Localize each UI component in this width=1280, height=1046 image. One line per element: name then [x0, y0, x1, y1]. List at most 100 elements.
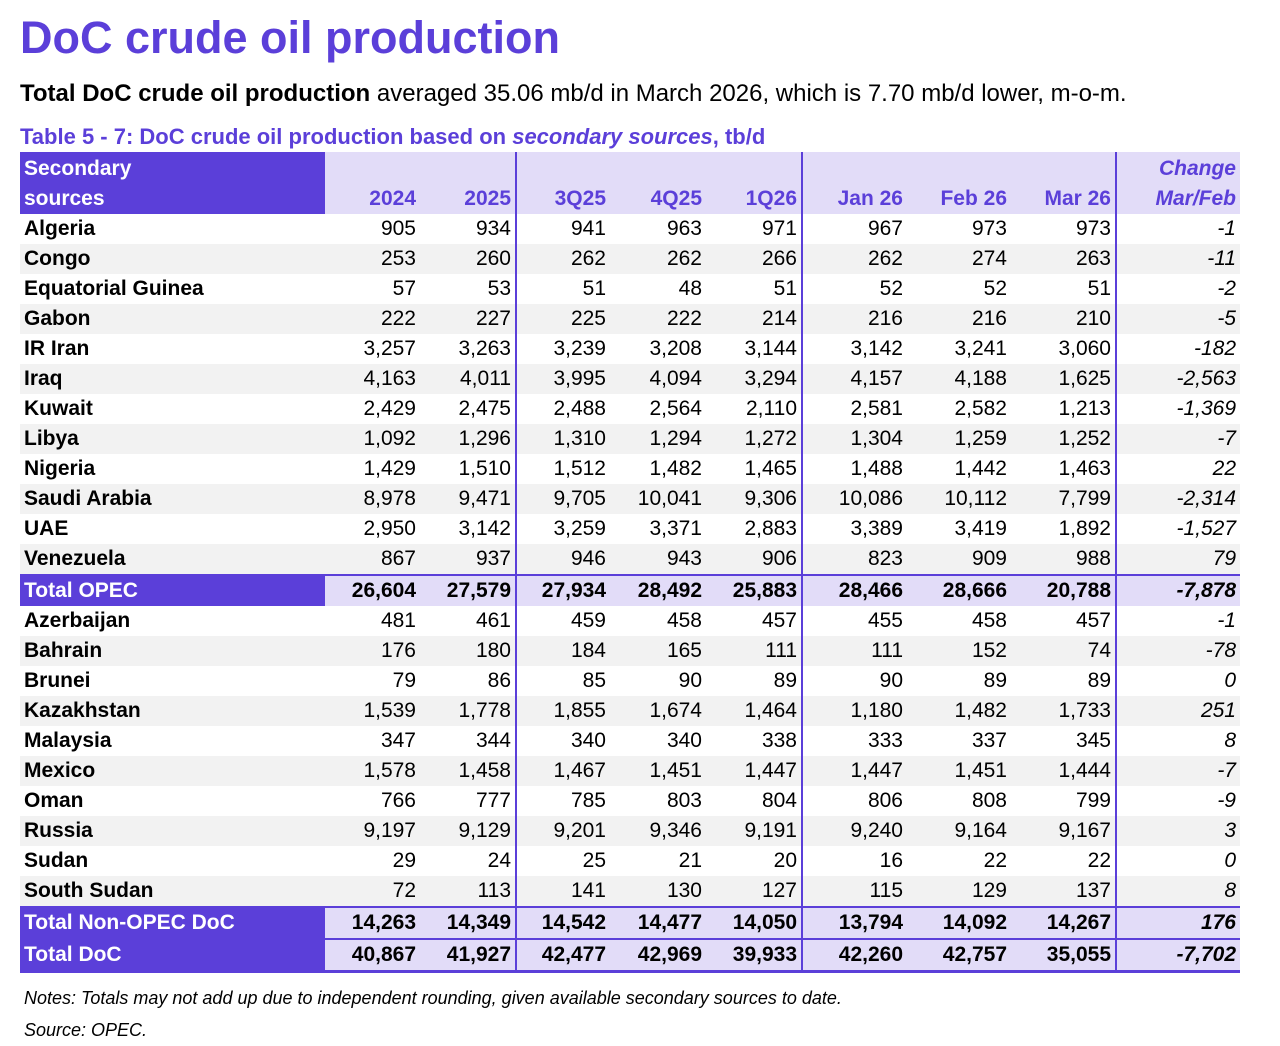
cell: 130 [610, 876, 706, 907]
cell: 90 [879, 669, 903, 692]
cell: 21 [678, 849, 702, 872]
cell: 42,477 [516, 938, 610, 973]
cell: 943 [610, 544, 706, 575]
cell: 867 [325, 544, 420, 575]
summary-text: averaged 35.06 mb/d in March 2026, which… [376, 80, 1127, 107]
cell: 1,467 [516, 756, 610, 786]
cell: 35,055 [1011, 938, 1117, 973]
cell: 2,110 [706, 394, 803, 424]
row-label: Congo [20, 244, 325, 274]
row-label: Malaysia [24, 729, 112, 752]
table-row: Equatorial Guinea 57 53 51 48 51 52 52 51 -2 [20, 274, 1240, 304]
cell: 115 [802, 876, 907, 907]
cell: 1,778 [420, 696, 517, 726]
cell: 222 [610, 304, 706, 334]
cell: 152 [907, 636, 1011, 666]
table-row: Bahrain 176 180 184 165 111 111 152 74 -78 [20, 636, 1240, 666]
table-row: Total Non-OPEC DoC 14,263 14,349 14,542 14,4… [20, 906, 1240, 939]
cell: 4,188 [907, 364, 1011, 394]
cell: 2,582 [954, 397, 1007, 420]
cell: 14,267 [1011, 906, 1117, 939]
table-row: Saudi Arabia 8,978 9,471 9,705 10,041 9,306 10… [20, 484, 1240, 514]
cell: 22 [983, 849, 1007, 872]
table-row: Total DoC 40,867 41,927 42,477 42,969 39,933 4… [20, 938, 1240, 973]
cell: 13,794 [802, 906, 907, 939]
cell: 909 [907, 544, 1011, 575]
cell: 14,477 [610, 906, 706, 939]
source: Source: OPEC. [24, 1020, 148, 1040]
cell: 1,429 [363, 457, 416, 480]
cell: 1,092 [325, 424, 420, 454]
table-row: Nigeria 1,429 1,510 1,512 1,482 1,465 1,488 1,4… [20, 454, 1240, 484]
row-label: South Sudan [20, 876, 325, 907]
header-label-line: Secondary [24, 157, 132, 180]
cell: 1,458 [420, 756, 517, 786]
cell: 1,510 [420, 454, 517, 484]
cell: 2,488 [553, 397, 606, 420]
cell: 934 [420, 214, 517, 244]
table-row: Iraq 4,163 4,011 3,995 4,094 3,294 4,157 4,188 1… [20, 364, 1240, 394]
cell: 9,191 [706, 816, 803, 846]
cell: 22 [1212, 457, 1236, 480]
cell: 3,144 [706, 334, 803, 364]
cell: 2,883 [706, 514, 803, 544]
cell: 85 [582, 669, 606, 692]
cell: 3,060 [1011, 334, 1117, 364]
cell: 0 [1224, 849, 1236, 872]
cell: 129 [907, 876, 1011, 907]
cell: 963 [666, 217, 702, 240]
cell: 222 [325, 304, 420, 334]
cell: -11 [1116, 244, 1240, 274]
cell: 9,197 [325, 816, 420, 846]
cell: 180 [420, 636, 517, 666]
cell: 1,451 [610, 756, 706, 786]
cell: 988 [1011, 544, 1117, 575]
cell: -2 [1217, 277, 1236, 300]
cell: 22 [1011, 846, 1117, 876]
cell: 266 [706, 244, 803, 274]
cell: 808 [971, 789, 1007, 812]
cell: 53 [420, 274, 517, 304]
table-row: Kuwait 2,429 2,475 2,488 2,564 2,110 2,581 2,58… [20, 394, 1240, 424]
cell: 27,934 [516, 574, 610, 606]
cell: 1,482 [649, 457, 702, 480]
cell: 79 [1116, 544, 1240, 575]
cell: 137 [1011, 876, 1117, 907]
table-row: Mexico 1,578 1,458 1,467 1,451 1,447 1,447 1,45… [20, 756, 1240, 786]
cell: 777 [420, 786, 517, 816]
cell: 26,604 [325, 574, 420, 606]
row-label: Equatorial Guinea [24, 277, 204, 300]
cell: 14,542 [516, 906, 610, 939]
cell: 1,294 [610, 424, 706, 454]
cell: 16 [879, 849, 903, 872]
cell: 253 [325, 244, 420, 274]
cell: 40,867 [325, 938, 420, 973]
cell: -9 [1217, 789, 1236, 812]
cell: 14,050 [706, 906, 803, 939]
cell: 20,788 [1011, 574, 1117, 606]
cell: 210 [1011, 304, 1117, 334]
cell: 51 [1011, 274, 1117, 304]
cell: 10,112 [907, 484, 1011, 514]
cell: 967 [867, 217, 903, 240]
cell: -182 [1193, 337, 1236, 360]
cell: 9,346 [610, 816, 706, 846]
cell: 274 [907, 244, 1011, 274]
cell: 262 [516, 244, 610, 274]
change-header: Change Mar/Feb [1116, 152, 1240, 214]
cell: 458 [666, 609, 702, 632]
row-label: Total OPEC [20, 574, 325, 606]
cell: 1,578 [325, 756, 420, 786]
cell: 20 [706, 846, 803, 876]
cell: 74 [1011, 636, 1117, 666]
cell: 127 [706, 876, 803, 907]
cell: 89 [983, 669, 1007, 692]
cell: 3,294 [706, 364, 803, 394]
cell: 461 [420, 606, 517, 636]
cell: 227 [420, 304, 517, 334]
cell: 48 [678, 277, 702, 300]
caption-suffix: , tb/d [712, 124, 766, 149]
cell: 9,164 [907, 816, 1011, 846]
row-label: Venezuela [20, 544, 325, 575]
cell: 1,447 [706, 756, 803, 786]
